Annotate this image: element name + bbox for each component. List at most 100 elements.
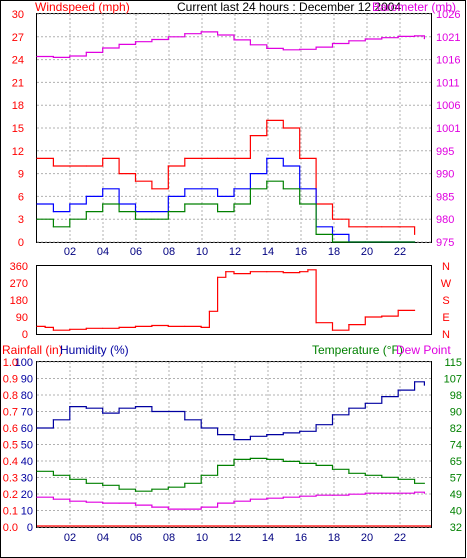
wind-ytick-2: 6 [18,191,24,203]
dir-ytick-3: 270 [10,278,28,290]
temp-xtick-0: 02 [64,532,76,544]
baro-ytick-0: 975 [436,237,454,249]
temp-xtick-2: 06 [130,532,142,544]
chart-title: Current last 24 hours : December 12 2004 [177,0,401,14]
baro-ytick-8: 1016 [436,55,460,67]
wind-xtick-10: 22 [394,246,406,258]
rain-ytick-5: 0.5 [3,440,18,452]
dir-ytick-4: 360 [10,261,28,273]
temp-xtick-1: 04 [97,532,109,544]
windspeed-axis-label: Windspeed (mph) [35,0,130,14]
dir-compass-2: S [442,295,449,307]
baro-ytick-3: 990 [436,169,454,181]
humidity-ytick-7: 70 [21,407,33,419]
temp-ytick-5: 74 [450,440,462,452]
wind-xtick-5: 12 [229,246,241,258]
temp-xtick-3: 08 [163,532,175,544]
temp-ytick-9: 107 [444,374,462,386]
temp-xtick-6: 14 [262,532,274,544]
series-line-0-1 [37,119,416,235]
series-line-0-0 [37,31,425,58]
temp-ytick-8: 98 [450,390,462,402]
wind-xtick-8: 18 [328,246,340,258]
baro-ytick-1: 980 [436,214,454,226]
wind-ytick-5: 15 [12,123,24,135]
wind-xtick-9: 20 [361,246,373,258]
temp-ytick-0: 32 [450,522,462,534]
humidity-ytick-4: 40 [21,456,33,468]
rain-ytick-4: 0.4 [3,456,18,468]
series-line-1-0 [37,269,415,331]
rain-ytick-6: 0.6 [3,423,18,435]
rainfall-axis-label: Rainfall (in) [2,343,63,357]
humidity-ytick-2: 20 [21,489,33,501]
baro-ytick-5: 1001 [436,123,460,135]
baro-ytick-2: 985 [436,191,454,203]
baro-ytick-10: 1026 [436,9,460,21]
wind-ytick-4: 12 [12,146,24,158]
baro-ytick-4: 995 [436,146,454,158]
temp-xtick-10: 22 [394,532,406,544]
series-line-2-1 [37,457,425,492]
wind-xtick-6: 14 [262,246,274,258]
temp-ytick-7: 90 [450,407,462,419]
dir-compass-1: E [442,312,449,324]
temp-ytick-3: 57 [450,473,462,485]
series-line-0-2 [37,157,415,243]
rain-ytick-0: 0.0 [3,522,18,534]
wind-ytick-9: 27 [12,32,24,44]
humidity-ytick-5: 50 [21,440,33,452]
temp-xtick-9: 20 [361,532,373,544]
baro-ytick-9: 1021 [436,32,460,44]
plot-series [36,31,431,527]
barometer-axis-label: Barometer (mb) [372,0,456,14]
wind-ytick-8: 24 [12,55,24,67]
temp-xtick-5: 12 [229,532,241,544]
rain-ytick-1: 0.1 [3,506,18,518]
humidity-ytick-0: 0 [27,522,33,534]
dewpoint-axis-label: Dew Point [396,343,451,357]
series-line-2-0 [37,381,425,441]
baro-ytick-7: 1011 [436,77,460,89]
rain-ytick-8: 0.8 [3,390,18,402]
dir-ytick-0: 0 [22,329,28,341]
series-line-0-3 [37,180,415,243]
wind-ytick-7: 21 [12,77,24,89]
temperature-axis-label: Temperature (°F) [312,343,403,357]
temp-ytick-6: 82 [450,423,462,435]
wind-xtick-2: 06 [130,246,142,258]
wind-xtick-7: 16 [295,246,307,258]
wind-ytick-10: 30 [12,9,24,21]
direction-plot-frame [36,265,432,335]
rain-ytick-9: 0.9 [3,374,18,386]
humidity-ytick-9: 90 [21,374,33,386]
temp-xtick-8: 18 [328,532,340,544]
wind-xtick-0: 02 [64,246,76,258]
temp-ytick-1: 40 [450,506,462,518]
wind-ytick-1: 3 [18,214,24,226]
rain-ytick-7: 0.7 [3,407,18,419]
humidity-ytick-10: 100 [15,357,33,369]
baro-ytick-6: 1006 [436,100,460,112]
temp-ytick-4: 65 [450,456,462,468]
temp-xtick-7: 16 [295,532,307,544]
humidity-ytick-6: 60 [21,423,33,435]
dir-compass-4: N [442,261,450,273]
humidity-ytick-3: 30 [21,473,33,485]
temp-ytick-10: 115 [444,357,462,369]
wind-xtick-4: 10 [196,246,208,258]
series-line-2-2 [37,491,425,510]
wind-ytick-3: 9 [18,169,24,181]
wind-ytick-0: 0 [18,237,24,249]
humidity-ytick-1: 10 [21,506,33,518]
rain-ytick-10: 1.0 [3,357,18,369]
wind-ytick-6: 18 [12,100,24,112]
rain-ytick-2: 0.2 [3,489,18,501]
dir-ytick-2: 180 [10,295,28,307]
wind-xtick-1: 04 [97,246,109,258]
humidity-axis-label: Humidity (%) [60,343,129,357]
humidity-ytick-8: 80 [21,390,33,402]
